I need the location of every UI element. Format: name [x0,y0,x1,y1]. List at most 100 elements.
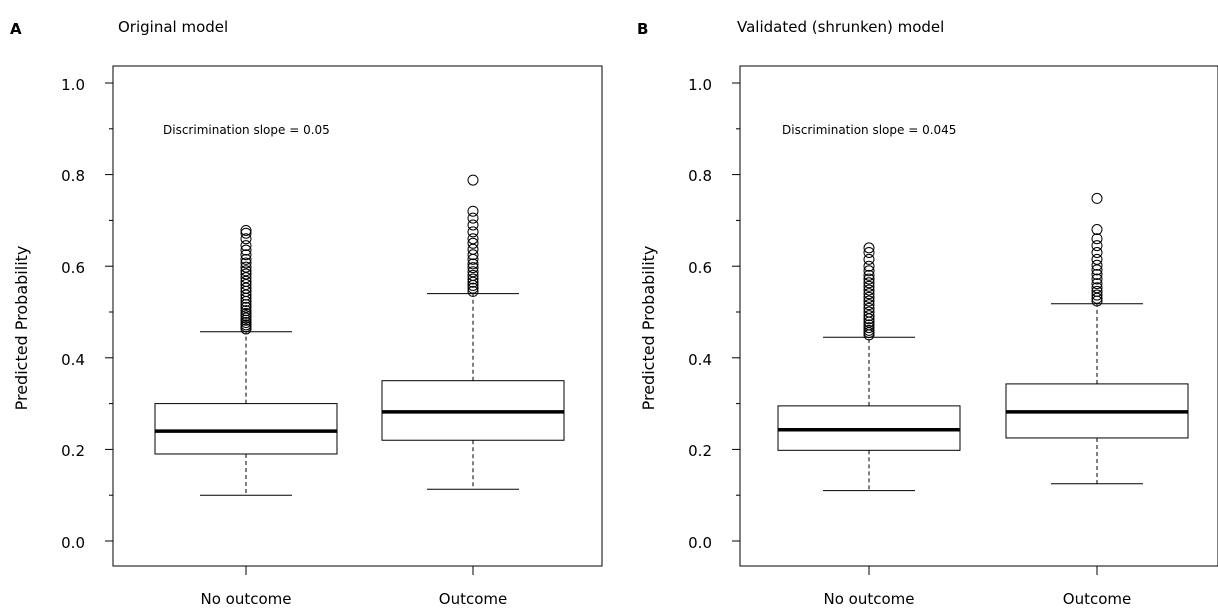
panel-a-outcome-outlier-point [467,273,479,285]
panel-b-outcome-box-plot [1005,192,1189,485]
panel-a-title: Original model [118,18,228,36]
panel-a-outcome-outlier-point [467,233,479,245]
panel-b-no-outcome-outlier-point [863,260,875,272]
panel-a-category-label-outcome: Outcome [439,590,507,608]
panel-a-outcome-box-plot [381,174,565,490]
panel-b-no-outcome-outlier-point [863,324,875,336]
panel-b-outcome-outlier-point [1091,278,1103,290]
panel-b-no-outcome-outlier-point [863,306,875,318]
panel-b-no-outcome-outlier-point [863,319,875,331]
panel-b-outcome-outlier-point [1091,264,1103,276]
panel-b-y-axis-title: Predicted Probability [639,246,658,411]
panel-b-outcome-outlier-point [1091,273,1103,285]
panel-b-outcome-outlier-point [1091,233,1103,245]
panel-a-no-outcome-outlier-point [240,261,252,273]
panel-a-outcome-outlier-point [467,205,479,217]
panel-b-outcome-outlier-point [1091,224,1103,236]
panel-a-outcome-outlier-point [467,258,479,270]
panel-b-no-outcome-outlier-point [863,277,875,289]
panel-b-outcome-outlier-point [1091,292,1103,304]
panel-b-y-tick-label: 1.0 [688,76,712,94]
panel-b-no-outcome-outlier-point [863,280,875,292]
panel-a-outcome-outlier-point [467,285,479,297]
panel-b-category-label-no-outcome: No outcome [824,590,915,608]
panel-b-outcome-outlier-point [1091,285,1103,297]
panel-a-y-tick-label: 0.8 [61,167,85,185]
panel-a-no-outcome-outlier-point [240,275,252,287]
panel-letter-a: A [10,20,22,38]
panel-b-outcome-outlier-point [1091,268,1103,280]
panel-a-outcome-outlier-point [467,276,479,288]
panel-a: A Original model Predicted Probability D… [10,18,603,608]
panel-a-no-outcome-outlier-point [240,240,252,252]
panel-b-no-outcome-box-plot [777,242,961,492]
panel-b-category-label-outcome: Outcome [1063,590,1131,608]
panel-a-outcome-outlier-point [467,237,479,249]
panel-b-outcome-outlier-point [1091,240,1103,252]
panel-b-no-outcome-outlier-point [863,310,875,322]
panel-a-no-outcome-outlier-point [240,224,252,236]
panel-b-outcome-outlier-point [1091,289,1103,301]
panel-a-no-outcome-outlier-point [240,257,252,269]
panel-a-no-outcome-outlier-point [240,268,252,280]
panel-b-y-tick-label: 0.4 [688,351,712,369]
panel-b-outcome-outlier-point [1091,192,1103,204]
panel-a-y-tick-label: 0.2 [61,442,85,460]
panel-a-y-axis-title: Predicted Probability [12,246,31,411]
panel-letter-b: B [637,20,648,38]
panel-b-y-tick-label: 0.8 [688,167,712,185]
panel-a-no-outcome-outlier-point [240,282,252,294]
panel-b-outcome-outlier-point [1091,259,1103,271]
panel-b-plot-frame [739,65,1218,567]
panel-a-no-outcome-outlier-point [240,253,252,265]
panel-a-outcome-outlier-point [467,174,479,186]
panel-a-outcome-outlier-point [467,212,479,224]
panel-a-no-outcome-outlier-point [240,301,252,313]
panel-b-title: Validated (shrunken) model [737,18,944,36]
panel-a-outcome-outlier-point [467,219,479,231]
panel-b-y-tick-label: 0.2 [688,442,712,460]
panel-b-no-outcome-outlier-point [863,242,875,254]
panel-b: B Validated (shrunken) model Predicted P… [637,18,1218,608]
panel-a-category-label-no-outcome: No outcome [201,590,292,608]
panel-a-outcome-outlier-point [467,266,479,278]
panel-b-no-outcome-outlier-point [863,273,875,285]
panel-a-outcome-outlier-point [467,269,479,281]
panel-a-outcome-outlier-point [467,226,479,238]
panel-b-no-outcome-outlier-point [863,253,875,265]
panel-a-no-outcome-box [154,403,338,455]
panel-b-no-outcome-outlier-point [863,299,875,311]
panel-a-no-outcome-outlier-point [240,249,252,261]
panel-a-y-tick-label: 1.0 [61,76,85,94]
panel-a-plot-frame [112,65,603,567]
panel-a-discrimination-slope: Discrimination slope = 0.05 [163,123,330,137]
panel-a-outcome-outlier-point [467,262,479,274]
panel-a-no-outcome-outlier-point [240,279,252,291]
panel-a-y-tick-label: 0.0 [61,534,85,552]
panel-b-no-outcome-outlier-point [863,295,875,307]
panel-b-no-outcome-outlier-point [863,246,875,258]
panel-b-no-outcome-outlier-point [863,302,875,314]
panel-a-y-tick-label: 0.6 [61,259,85,277]
panel-a-no-outcome-outlier-point [240,289,252,301]
panel-a-no-outcome-outlier-point [240,227,252,239]
panel-b-outcome-outlier-point [1091,246,1103,258]
panel-b-y-tick-label: 0.0 [688,534,712,552]
panel-a-no-outcome-outlier-point [240,233,252,245]
panel-b-outcome-outlier-point [1091,282,1103,294]
panel-b-discrimination-slope: Discrimination slope = 0.045 [782,123,956,137]
panel-a-outcome-outlier-point [467,249,479,261]
panel-a-no-outcome-outlier-point [240,305,252,317]
panel-a-y-tick-label: 0.4 [61,351,85,369]
panel-a-no-outcome-outlier-point [240,265,252,277]
panel-a-no-outcome-outlier-point [240,244,252,256]
panel-b-no-outcome-outlier-point [863,284,875,296]
panel-a-no-outcome-box-plot [154,224,338,496]
panel-a-outcome-outlier-point [467,243,479,255]
panel-b-outcome-outlier-point [1091,253,1103,265]
panel-a-no-outcome-outlier-point [240,272,252,284]
panel-b-no-outcome-outlier-point [863,313,875,325]
panel-a-no-outcome-outlier-point [240,307,252,319]
panel-b-no-outcome-outlier-point [863,269,875,281]
